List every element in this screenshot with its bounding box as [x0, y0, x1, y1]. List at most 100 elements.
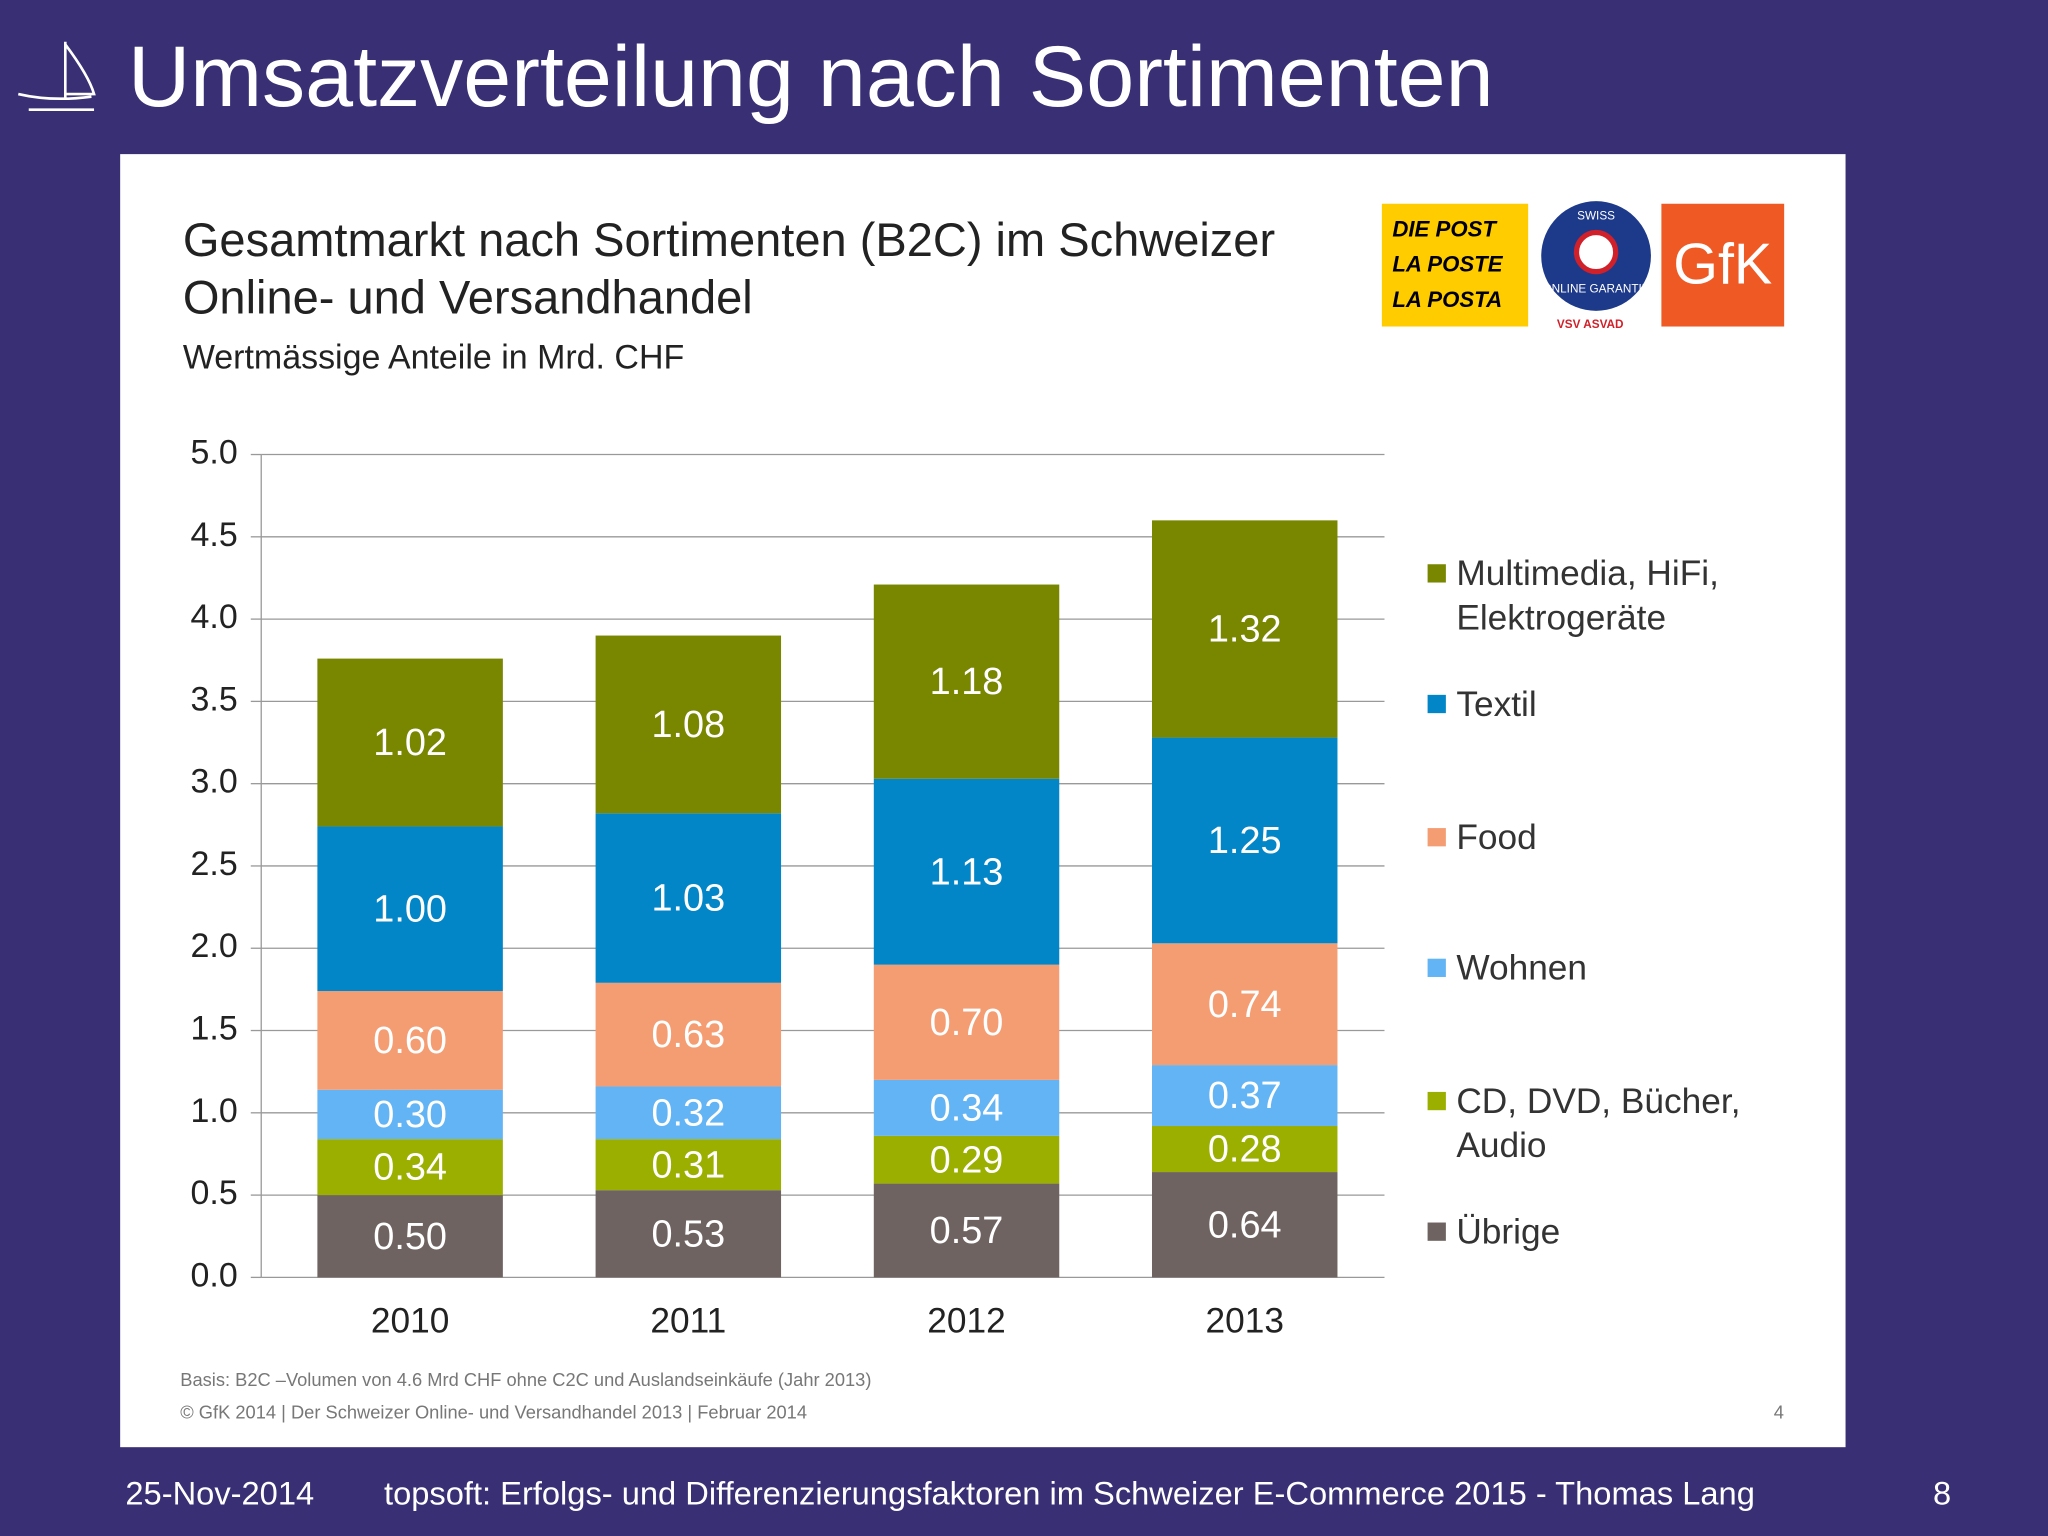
bar-segment	[873, 1079, 1060, 1136]
bar-segment	[595, 1086, 782, 1140]
logo-text: LA POSTE	[1392, 252, 1503, 277]
logo-garantie: SWISS ONLINE GARANTIE	[1541, 201, 1651, 311]
data-label: 0.34	[373, 1147, 447, 1189]
y-tick-label: 5.0	[191, 433, 238, 471]
data-label: 1.02	[373, 722, 447, 764]
logo-text: DIE POST	[1392, 216, 1496, 242]
legend-label: CD, DVD, Bücher, Audio	[1456, 1081, 1741, 1166]
data-label: 1.03	[651, 878, 725, 920]
logo-text: SWISS	[1577, 208, 1616, 223]
bar-segment	[1151, 1065, 1338, 1126]
bar-segment	[1151, 943, 1338, 1066]
chart: 0.0 0.5 1.0 1.5 2.0 2.5 3.0 3.5 4.0 4.5 5.0 2010 0.5…	[191, 433, 1385, 1340]
legend-label: Textil	[1456, 684, 1537, 724]
data-label: 0.57	[930, 1210, 1004, 1252]
data-label: 0.70	[930, 1002, 1004, 1044]
data-label: 1.25	[1208, 820, 1282, 862]
chart-panel: Gesamtmarkt nach Sortimenten (B2C) im Sc…	[120, 154, 1846, 1448]
logo-text: LA POSTA	[1392, 287, 1503, 313]
data-label: 0.30	[373, 1094, 447, 1136]
legend-swatch	[1427, 1222, 1446, 1241]
data-label: 1.00	[373, 888, 447, 930]
legend-item: Multimedia, HiFi, Elektrogeräte	[1427, 551, 1796, 640]
bar-segment	[873, 964, 1060, 1080]
y-tick-label: 4.5	[191, 516, 238, 554]
data-label: 1.18	[930, 661, 1004, 703]
y-tick-label: 3.0	[191, 763, 238, 801]
bar-segment	[317, 658, 503, 827]
legend-item: Food	[1427, 815, 1796, 859]
bar-segment	[317, 1195, 503, 1278]
y-tick-label: 0.0	[191, 1256, 238, 1294]
bar-segment	[1151, 1172, 1338, 1278]
data-label: 0.37	[1208, 1075, 1282, 1117]
x-tick-label: 2013	[1206, 1301, 1284, 1340]
legend-label: Food	[1456, 817, 1537, 857]
bar-segment	[595, 1139, 782, 1191]
slide-title: Umsatzverteilung nach Sortimenten	[127, 27, 1494, 125]
data-label: 1.13	[930, 851, 1004, 893]
legend-swatch	[1427, 564, 1446, 583]
x-tick-label: 2012	[927, 1301, 1005, 1340]
logo-text: VSV ASVAD	[1556, 317, 1624, 331]
chart-title: Gesamtmarkt nach Sortimenten (B2C) im Sc…	[182, 212, 1276, 324]
bar-segment	[873, 1135, 1060, 1184]
logo-sail	[17, 41, 96, 112]
legend-label: Wohnen	[1456, 948, 1588, 988]
data-label: 0.60	[373, 1020, 447, 1062]
bar-segment	[595, 635, 782, 814]
bar-segment	[317, 1089, 503, 1140]
y-tick-label: 2.0	[191, 927, 238, 965]
bar-segment	[1151, 1125, 1338, 1173]
legend-item: Wohnen	[1427, 946, 1796, 990]
bar-segment	[873, 778, 1060, 965]
y-tick-label: 1.5	[191, 1009, 238, 1047]
bar-segment	[595, 982, 782, 1087]
data-label: 0.31	[651, 1144, 725, 1186]
chart-subtitle: Wertmässige Anteile in Mrd. CHF	[182, 336, 685, 377]
footnote: © GfK 2014 | Der Schweizer Online- und V…	[180, 1401, 808, 1423]
bar-segment	[317, 1139, 503, 1196]
footer-text: topsoft: Erfolgs- und Differenzierungsfa…	[383, 1475, 1755, 1513]
data-label: 1.08	[651, 704, 725, 746]
data-label: 0.28	[1208, 1129, 1282, 1171]
x-tick-label: 2010	[371, 1301, 449, 1340]
legend-swatch	[1427, 958, 1446, 977]
bar-segment	[873, 1183, 1060, 1278]
legend-swatch	[1427, 828, 1446, 847]
legend-item: Textil	[1427, 682, 1796, 726]
bar-segment	[1151, 520, 1338, 738]
data-label: 0.50	[373, 1216, 447, 1258]
logo-text: ONLINE GARANTIE	[1542, 282, 1650, 296]
y-tick-label: 0.5	[191, 1174, 238, 1212]
data-label: 1.32	[1208, 609, 1282, 651]
legend-label: Übrige	[1456, 1212, 1561, 1252]
legend-label: Multimedia, HiFi, Elektrogeräte	[1456, 553, 1719, 638]
data-label: 0.63	[651, 1014, 725, 1056]
data-label: 0.29	[930, 1139, 1004, 1181]
y-tick-label: 3.5	[191, 680, 238, 718]
legend-swatch	[1427, 1091, 1446, 1111]
bar-segment	[595, 1190, 782, 1278]
data-label: 0.34	[930, 1087, 1004, 1129]
x-tick-label: 2011	[650, 1301, 726, 1340]
data-label: 0.53	[651, 1213, 725, 1255]
bar-segment	[317, 991, 503, 1090]
inner-page-number: 4	[1773, 1401, 1784, 1423]
y-tick-label: 1.0	[191, 1092, 238, 1130]
bar-segment	[873, 584, 1060, 779]
bar-segment	[595, 813, 782, 983]
data-label: 0.74	[1208, 984, 1282, 1026]
data-label: 0.64	[1208, 1204, 1282, 1246]
logo-post: DIE POST LA POSTE LA POSTA	[1381, 203, 1529, 327]
logo-gfk: GfK	[1661, 203, 1785, 327]
bar-segment	[317, 826, 503, 992]
legend-item: Übrige	[1427, 1209, 1796, 1253]
data-label: 0.32	[651, 1092, 725, 1134]
footnote: Basis: B2C –Volumen von 4.6 Mrd CHF ohne…	[180, 1368, 872, 1390]
legend-swatch	[1427, 694, 1446, 714]
footer-date: 25-Nov-2014	[125, 1475, 315, 1513]
y-tick-label: 2.5	[191, 845, 238, 883]
